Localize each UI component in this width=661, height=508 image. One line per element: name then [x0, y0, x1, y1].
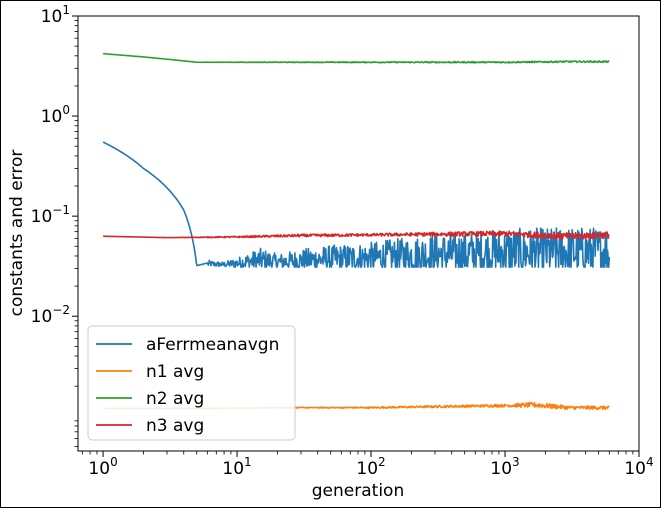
- legend-entry: aFerrmeanavgn: [146, 335, 279, 355]
- y-axis-label: constants and error: [7, 150, 27, 317]
- x-tick-label-exponent: 0: [110, 455, 118, 469]
- series-line-3: [102, 230, 610, 240]
- x-tick-label: 102: [356, 455, 385, 479]
- axes-frame: [77, 15, 640, 452]
- y-tick-label: 10−2: [31, 303, 70, 327]
- x-axis-ticks: 100 101 102 103 104: [81, 451, 654, 479]
- x-tick-label: 103: [490, 455, 519, 479]
- legend-entry: n2 avg: [146, 389, 204, 409]
- y-tick-label-exponent: −1: [52, 203, 70, 217]
- y-tick-label-base: 10: [41, 107, 63, 127]
- y-tick-label: 100: [41, 103, 70, 127]
- legend-box: [87, 325, 296, 441]
- x-axis-label: generation: [312, 481, 404, 501]
- x-tick-label: 104: [624, 455, 653, 479]
- legend-entry: n3 avg: [146, 416, 204, 436]
- y-tick-label-exponent: 1: [62, 3, 70, 17]
- x-tick-label-base: 10: [88, 459, 110, 479]
- x-tick-label-base: 10: [490, 459, 512, 479]
- x-tick-label-base: 10: [624, 459, 646, 479]
- x-tick-label-exponent: 4: [646, 455, 654, 469]
- y-tick-label-exponent: 0: [62, 103, 70, 117]
- x-tick-label-exponent: 2: [378, 455, 386, 469]
- y-tick-label-base: 10: [41, 7, 63, 27]
- series-line-2: [102, 52, 610, 64]
- y-tick-label: 10−1: [31, 203, 70, 227]
- y-tick-label-exponent: −2: [52, 303, 70, 317]
- x-tick-label-base: 10: [222, 459, 244, 479]
- x-tick-label-base: 10: [356, 459, 378, 479]
- y-tick-label: 101: [41, 3, 70, 27]
- x-tick-label: 100: [88, 455, 117, 479]
- x-tick-label-exponent: 1: [244, 455, 252, 469]
- y-tick-label-base: 10: [31, 307, 53, 327]
- y-tick-label-base: 10: [31, 207, 53, 227]
- series-line-0: [102, 141, 611, 268]
- x-tick-label-exponent: 3: [512, 455, 520, 469]
- legend-entry: n1 avg: [146, 362, 204, 382]
- legend: aFerrmeanavgn n1 avg n2 avg n3 avg: [87, 325, 296, 441]
- x-tick-label: 101: [222, 455, 251, 479]
